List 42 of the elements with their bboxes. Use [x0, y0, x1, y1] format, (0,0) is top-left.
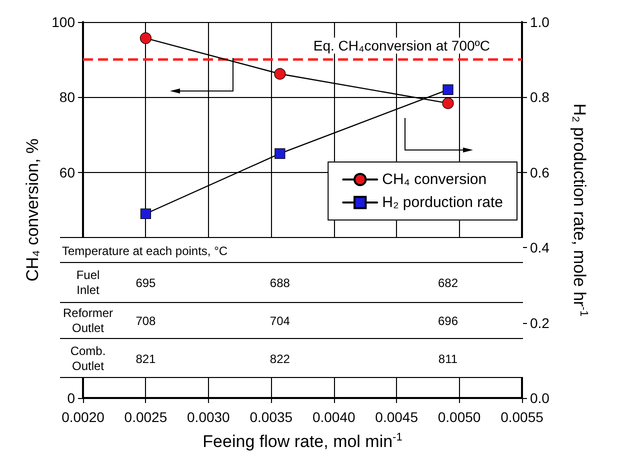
x-tick-label: 0.0030	[187, 409, 230, 425]
annotation: 682	[436, 275, 459, 291]
y2-tick-label: 1.0	[530, 14, 550, 30]
x-tick-label: 0.0045	[375, 409, 418, 425]
point	[140, 32, 152, 44]
annotation: Reformer Outlet	[62, 306, 114, 336]
annotation: 696	[436, 313, 459, 329]
y-tick-label: 100	[52, 14, 76, 30]
y-tick-label: 60	[59, 164, 76, 180]
annotation: 821	[134, 351, 157, 367]
legend-label: CH₄ conversion	[382, 171, 487, 188]
y2-tick-label: 0.4	[530, 240, 550, 256]
point	[442, 84, 454, 95]
annotation: 695	[134, 275, 157, 291]
point	[274, 148, 286, 159]
point	[442, 97, 454, 110]
annotation: 708	[134, 313, 157, 329]
y2-axis-title: H₂ production rate, mole hr-1	[570, 104, 590, 316]
y-tick-label: 80	[59, 89, 76, 106]
y2-tick-label: 0.6	[530, 164, 550, 180]
y2-tick-label: 0.0	[530, 390, 550, 406]
annotation: 688	[268, 275, 291, 291]
y2-tick-label: 0.2	[530, 314, 550, 331]
point	[274, 68, 286, 80]
x-tick-label: 0.0040	[312, 409, 356, 425]
annotation: Fuel Inlet	[75, 268, 101, 298]
annotation: 704	[268, 313, 291, 329]
x-tick-label: 0.0035	[250, 409, 293, 425]
ref-line-label: Eq. CH₄conversion at 700ºC	[313, 38, 490, 54]
x-tick-label: 0.0050	[438, 409, 481, 425]
x-tick-label: 0.0055	[500, 409, 544, 425]
y-tick-label: 0	[67, 390, 76, 406]
y2-tick-label: 0.8	[530, 89, 550, 106]
point	[140, 208, 152, 220]
annotation: 811	[437, 351, 459, 367]
legend-label: H₂ porduction rate	[382, 194, 504, 211]
annotation: 822	[268, 351, 291, 367]
annotation: Comb. Outlet	[69, 344, 107, 374]
annotation: Temperature at each points, °C	[62, 243, 228, 259]
y-axis-title: CH₄ conversion, %	[23, 138, 42, 282]
x-tick-label: 0.0025	[124, 409, 168, 425]
x-tick-label: 0.0020	[62, 409, 105, 425]
